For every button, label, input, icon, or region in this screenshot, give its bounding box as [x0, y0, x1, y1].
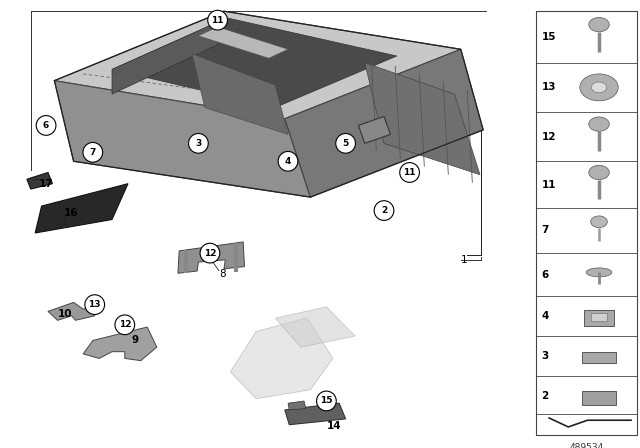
Polygon shape: [288, 401, 306, 410]
Ellipse shape: [278, 151, 298, 171]
Text: 11: 11: [403, 168, 416, 177]
Text: 6: 6: [541, 270, 548, 280]
Text: 1: 1: [461, 255, 467, 265]
Text: 16: 16: [64, 208, 79, 218]
Circle shape: [580, 74, 618, 101]
Text: 13: 13: [541, 82, 556, 92]
Text: 9: 9: [131, 336, 138, 345]
Ellipse shape: [200, 243, 220, 263]
Polygon shape: [198, 27, 288, 58]
FancyBboxPatch shape: [584, 310, 614, 326]
Ellipse shape: [336, 134, 355, 153]
Ellipse shape: [85, 295, 104, 314]
Text: 7: 7: [90, 148, 96, 157]
Polygon shape: [178, 242, 244, 273]
Text: 2: 2: [381, 206, 387, 215]
Text: 11: 11: [211, 16, 224, 25]
Circle shape: [589, 165, 609, 180]
Ellipse shape: [36, 116, 56, 135]
Polygon shape: [285, 403, 346, 425]
Text: 489534: 489534: [570, 443, 604, 448]
Polygon shape: [112, 18, 227, 94]
Ellipse shape: [400, 163, 419, 182]
Text: 11: 11: [541, 180, 556, 190]
Text: 4: 4: [541, 311, 549, 321]
Ellipse shape: [374, 201, 394, 220]
Text: 2: 2: [541, 391, 548, 401]
FancyBboxPatch shape: [582, 391, 616, 405]
Polygon shape: [35, 184, 128, 233]
Polygon shape: [48, 302, 95, 320]
Circle shape: [589, 17, 609, 32]
Text: 6: 6: [43, 121, 49, 130]
Circle shape: [591, 216, 607, 228]
FancyBboxPatch shape: [582, 352, 616, 363]
Polygon shape: [285, 49, 483, 197]
Polygon shape: [358, 116, 390, 143]
Text: 13: 13: [88, 300, 101, 309]
Text: 17: 17: [38, 179, 53, 189]
Ellipse shape: [115, 315, 134, 335]
Text: 14: 14: [326, 421, 341, 431]
Polygon shape: [192, 54, 288, 134]
FancyBboxPatch shape: [591, 313, 607, 321]
Text: 7: 7: [541, 225, 549, 235]
Text: 12: 12: [204, 249, 216, 258]
Text: 12: 12: [541, 132, 556, 142]
Circle shape: [591, 82, 607, 93]
Text: 15: 15: [320, 396, 333, 405]
Polygon shape: [230, 318, 333, 399]
Circle shape: [589, 117, 609, 131]
Polygon shape: [275, 307, 355, 347]
Ellipse shape: [317, 391, 336, 411]
Polygon shape: [112, 18, 397, 108]
Polygon shape: [27, 172, 52, 189]
Text: 15: 15: [541, 32, 556, 42]
Text: 5: 5: [342, 139, 349, 148]
Text: 3: 3: [195, 139, 202, 148]
Polygon shape: [365, 63, 480, 175]
Ellipse shape: [208, 10, 227, 30]
Ellipse shape: [83, 142, 102, 162]
Text: 3: 3: [541, 351, 548, 361]
Ellipse shape: [189, 134, 208, 153]
Polygon shape: [83, 327, 157, 361]
FancyBboxPatch shape: [536, 11, 637, 435]
Polygon shape: [54, 81, 310, 197]
Polygon shape: [54, 11, 461, 119]
Text: 4: 4: [285, 157, 291, 166]
Text: 10: 10: [58, 309, 72, 319]
Ellipse shape: [586, 268, 612, 277]
Text: 12: 12: [118, 320, 131, 329]
Text: 8: 8: [219, 269, 225, 279]
